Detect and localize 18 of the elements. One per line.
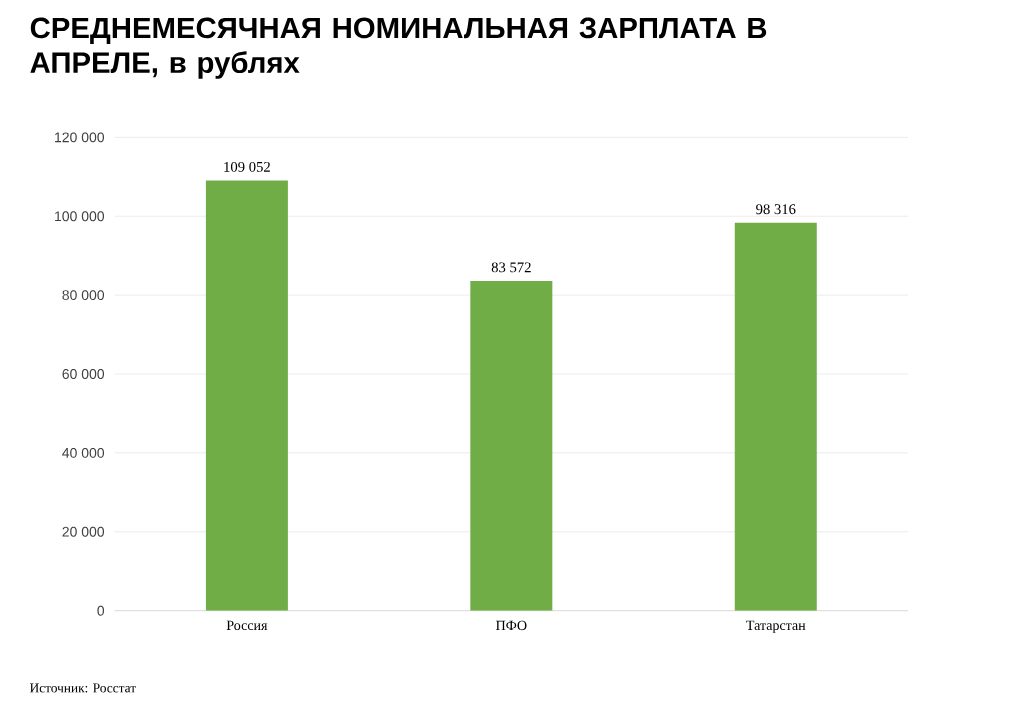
bar bbox=[470, 281, 553, 611]
y-tick-label: 0 bbox=[97, 605, 105, 616]
y-tick-label: 40 000 bbox=[62, 447, 105, 458]
text: Источник: Росстат bbox=[29, 683, 136, 693]
x-tick-label: ПФО bbox=[496, 620, 527, 631]
y-tick-label: 20 000 bbox=[62, 526, 105, 537]
data-label: 83 572 bbox=[491, 262, 531, 273]
chart-title: СРЕДНЕМЕСЯЧНАЯ НОМИНАЛЬНАЯ ЗАРПЛАТА В АПРЕЛЕ, в рублях bbox=[30, 17, 767, 79]
bar bbox=[734, 222, 817, 611]
data-label: 98 316 bbox=[756, 204, 796, 215]
y-tick-label: 120 000 bbox=[55, 132, 105, 143]
y-tick-label: 100 000 bbox=[55, 211, 105, 222]
x-tick-label: Татарстан bbox=[746, 620, 806, 633]
data-label: 109 052 bbox=[224, 161, 270, 172]
x-tick-label: Россия bbox=[226, 620, 268, 631]
y-tick-label: 80 000 bbox=[62, 290, 105, 301]
bar bbox=[205, 180, 288, 611]
y-tick-label: 60 000 bbox=[62, 369, 105, 379]
